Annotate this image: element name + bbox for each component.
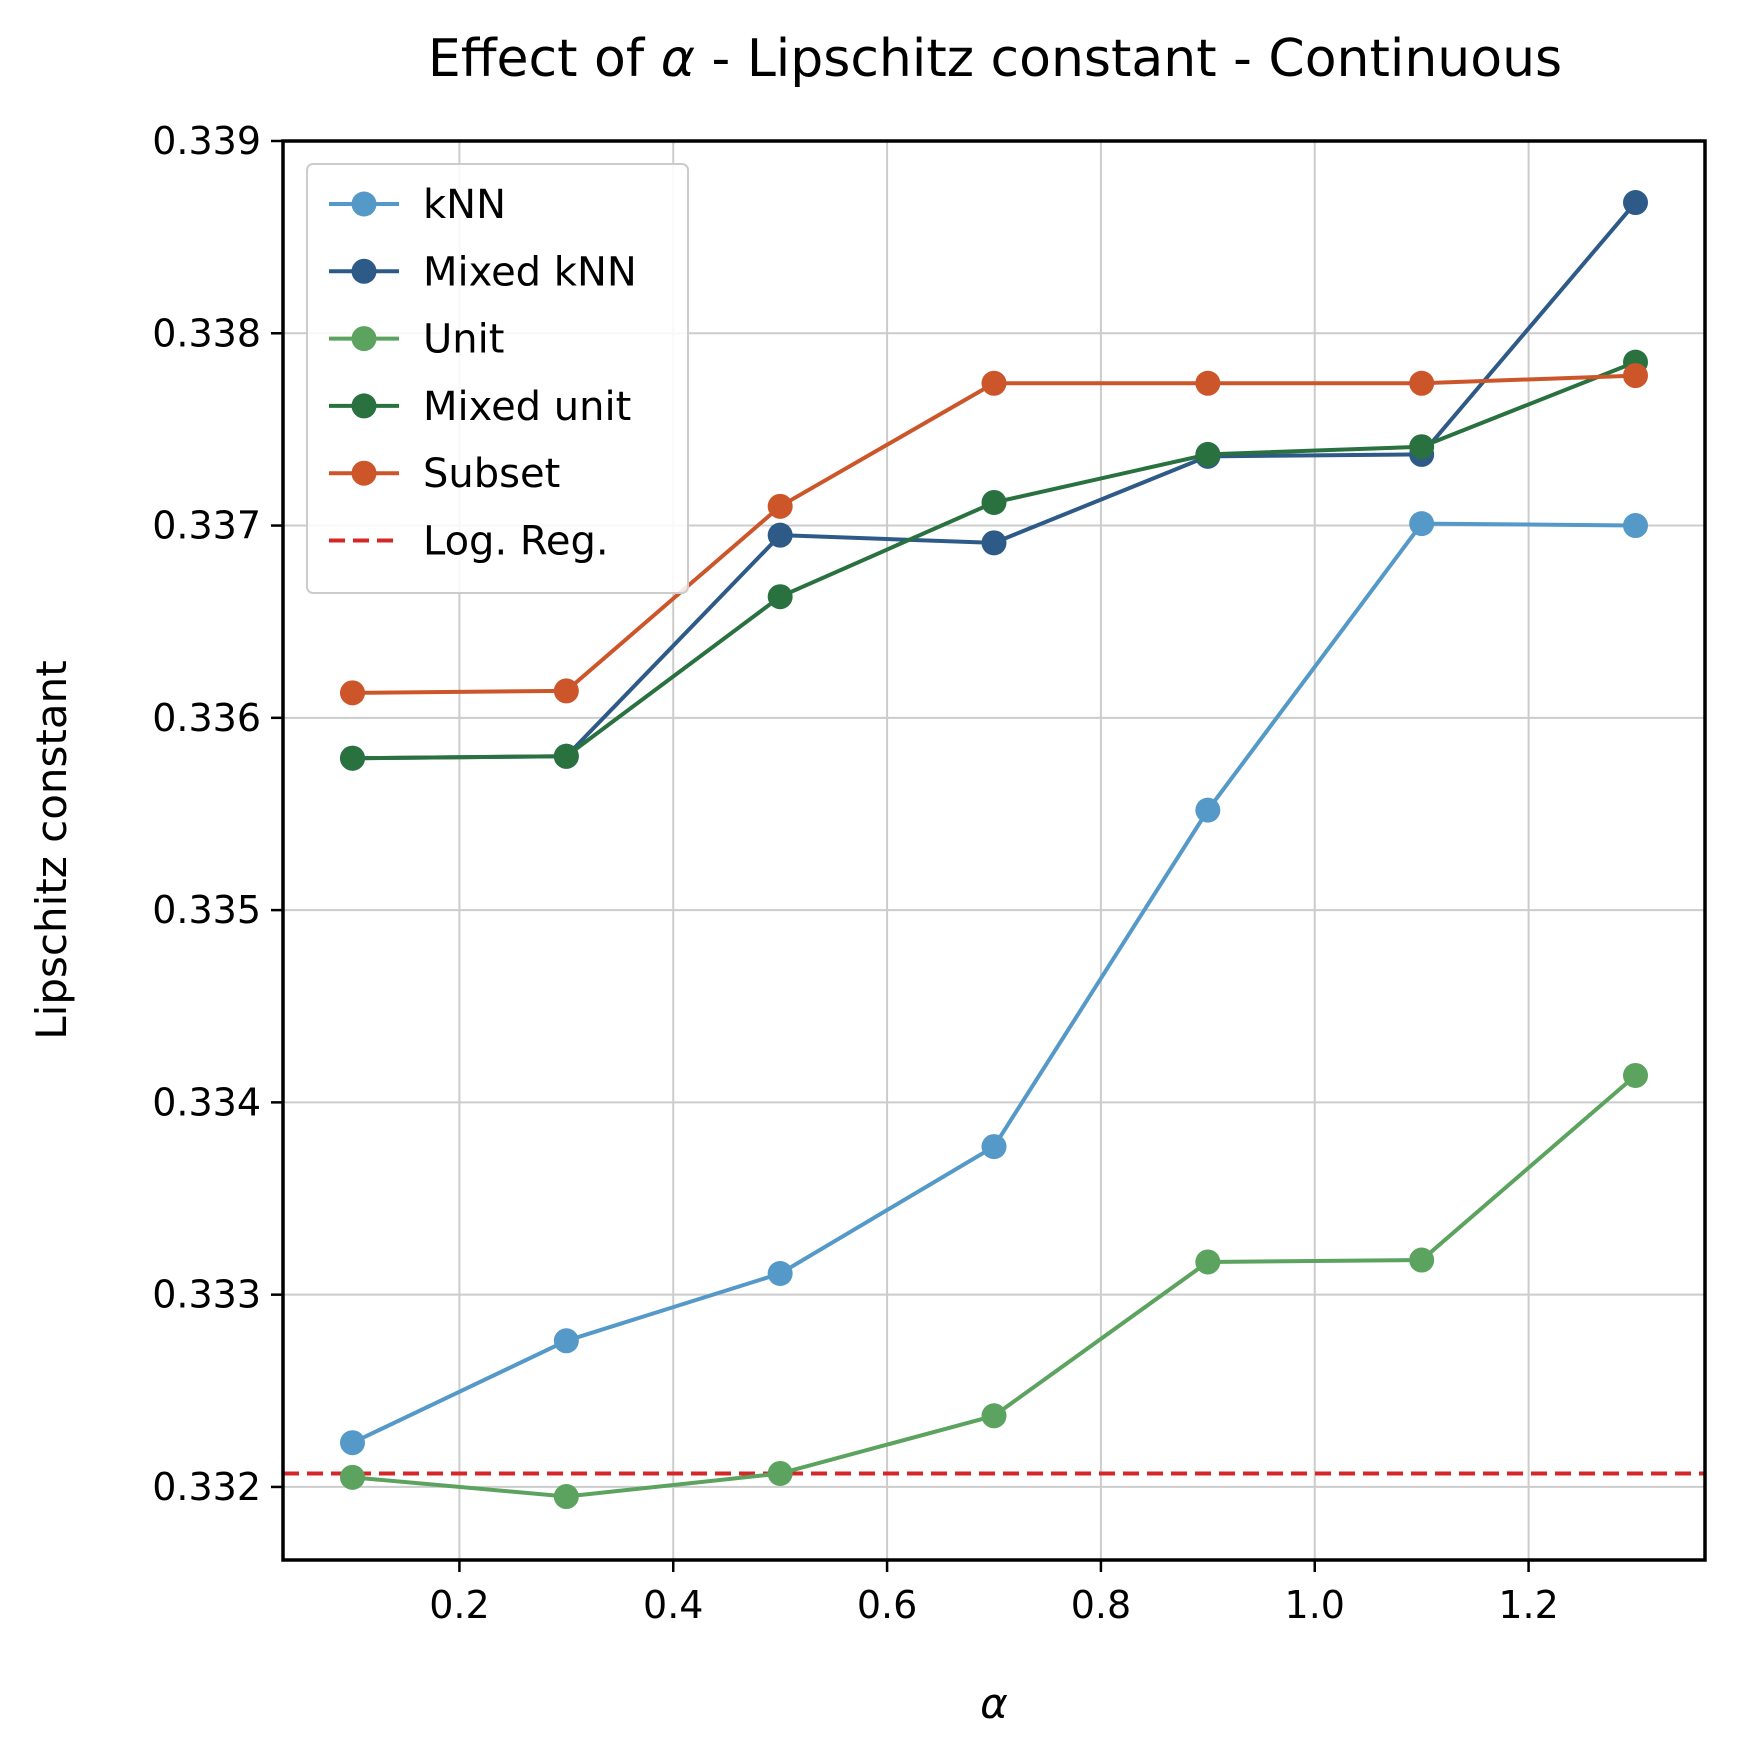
- data-point-knn: [1623, 513, 1649, 539]
- legend-item-knn: kNN: [329, 182, 506, 228]
- y-tick-label: 0.336: [152, 696, 261, 740]
- data-point-unit: [339, 1464, 365, 1490]
- y-tick-label: 0.339: [152, 119, 261, 163]
- x-tick-label: 0.2: [429, 1583, 489, 1627]
- legend-box: [306, 163, 689, 594]
- legend-marker: [351, 258, 377, 284]
- legend-marker: [351, 326, 377, 352]
- data-point-knn: [339, 1430, 365, 1456]
- legend: kNN Mixed kNN Unit Mixed unit Subset Log. Reg…: [306, 163, 689, 594]
- data-point-subset: [1195, 370, 1221, 396]
- data-point-unit: [1409, 1247, 1435, 1273]
- data-point-subset: [1409, 370, 1435, 396]
- data-point-subset: [1623, 363, 1649, 389]
- y-axis-label: Lipschitz constant: [27, 660, 76, 1039]
- legend-item-log-reg: Log. Reg.: [329, 519, 609, 565]
- y-tick-label: 0.335: [152, 888, 261, 932]
- data-point-knn: [1195, 797, 1221, 823]
- data-point-mixed-unit: [1195, 441, 1221, 467]
- y-tick-label: 0.337: [152, 504, 261, 548]
- data-point-unit: [553, 1484, 579, 1510]
- y-tick-label: 0.332: [152, 1465, 261, 1509]
- legend-label: Mixed kNN: [423, 249, 637, 295]
- x-axis-ticks: 0.2 0.4 0.6 0.8 1.0 1.2: [429, 1560, 1559, 1627]
- series-unit: [339, 1062, 1649, 1510]
- data-point-knn: [981, 1134, 1007, 1160]
- legend-item-mixed-unit: Mixed unit: [329, 384, 631, 430]
- data-point-mixed-knn: [767, 522, 793, 548]
- data-point-mixed-knn: [981, 530, 1007, 556]
- data-point-subset: [981, 370, 1007, 396]
- data-point-unit: [767, 1460, 793, 1486]
- series-subset: [339, 363, 1649, 706]
- x-tick-label: 1.2: [1498, 1583, 1558, 1627]
- x-tick-label: 0.4: [643, 1583, 703, 1627]
- data-point-subset: [767, 493, 793, 519]
- x-axis-label: α: [980, 1679, 1008, 1728]
- data-point-unit: [1623, 1062, 1649, 1088]
- data-point-unit: [1195, 1249, 1221, 1275]
- data-point-mixed-unit: [981, 489, 1007, 515]
- legend-marker: [351, 191, 377, 217]
- y-tick-label: 0.334: [152, 1080, 261, 1124]
- title-alpha-symbol: α: [661, 29, 695, 89]
- data-point-knn: [1409, 511, 1435, 537]
- y-axis-ticks: 0.332 0.333 0.334 0.335 0.336 0.337 0.338 0.339: [152, 119, 283, 1509]
- series-knn: [339, 511, 1649, 1456]
- legend-marker: [351, 393, 377, 419]
- data-point-mixed-unit: [767, 584, 793, 610]
- y-tick-label: 0.333: [152, 1273, 261, 1317]
- series-layer: [339, 190, 1649, 1510]
- legend-item-mixed-knn: Mixed kNN: [329, 249, 637, 295]
- legend-label: Log. Reg.: [423, 519, 609, 565]
- x-tick-label: 1.0: [1285, 1583, 1345, 1627]
- data-point-unit: [981, 1403, 1007, 1429]
- plot-frame: [281, 139, 1707, 1562]
- data-point-mixed-unit: [553, 743, 579, 769]
- y-tick-label: 0.338: [152, 311, 261, 355]
- data-point-mixed-knn: [1623, 190, 1649, 216]
- data-point-knn: [553, 1328, 579, 1354]
- legend-label: Subset: [423, 451, 560, 497]
- x-tick-label: 0.6: [857, 1583, 917, 1627]
- legend-marker: [351, 460, 377, 486]
- legend-item-unit: Unit: [329, 317, 504, 363]
- x-tick-label: 0.8: [1071, 1583, 1131, 1627]
- legend-label: Mixed unit: [423, 384, 631, 430]
- data-point-subset: [339, 680, 365, 706]
- series-line-knn: [351, 521, 1636, 1445]
- data-point-mixed-unit: [1409, 434, 1435, 460]
- legend-label: kNN: [423, 182, 506, 228]
- legend-label: Unit: [423, 317, 504, 363]
- legend-item-subset: Subset: [329, 451, 560, 497]
- data-point-mixed-unit: [339, 745, 365, 771]
- data-point-knn: [767, 1261, 793, 1287]
- chart-title: Effect of α - Lipschitz constant - Conti…: [428, 29, 1562, 89]
- data-point-subset: [553, 678, 579, 704]
